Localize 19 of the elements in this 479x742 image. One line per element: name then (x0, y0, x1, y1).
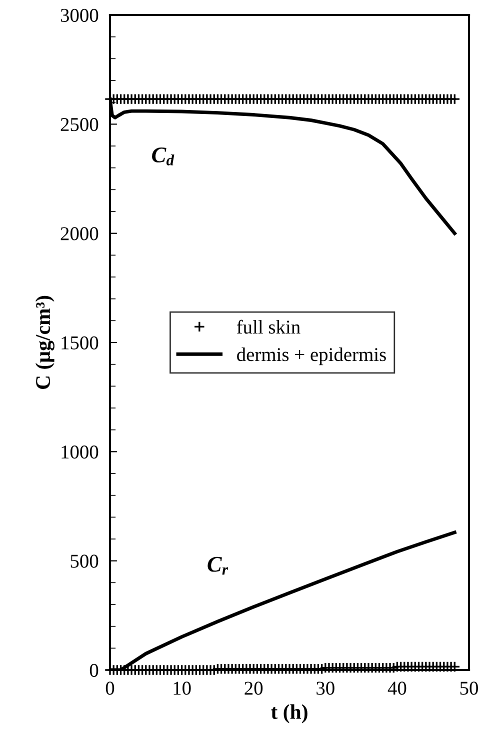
y-tick-label: 1500 (62, 336, 98, 350)
x-tick-label: 0 (106, 682, 114, 695)
annotation: C$_{d}$ (152, 147, 174, 166)
y-axis-title: C (μg/cm³) (35, 296, 54, 389)
x-tick-label: 20 (244, 682, 263, 695)
y-tick-label: 0 (90, 664, 98, 677)
legend-label: full skin (236, 320, 300, 334)
x-tick-label: 30 (316, 682, 334, 695)
y-tick-label: 2000 (60, 227, 98, 240)
x-tick-label: 40 (388, 682, 406, 695)
y-tick-label: 1000 (62, 445, 98, 459)
y-tick-label: 500 (70, 554, 98, 568)
x-tick-label: 10 (174, 682, 191, 695)
y-tick-label: 2500 (60, 118, 98, 132)
y-tick-label: 3000 (60, 8, 98, 22)
annotation: C$_{r}$ (208, 556, 228, 575)
x-tick-label: 50 (460, 682, 478, 695)
legend-label: dermis + epidermis (237, 347, 386, 366)
x-axis-title: t (h) (271, 704, 308, 724)
